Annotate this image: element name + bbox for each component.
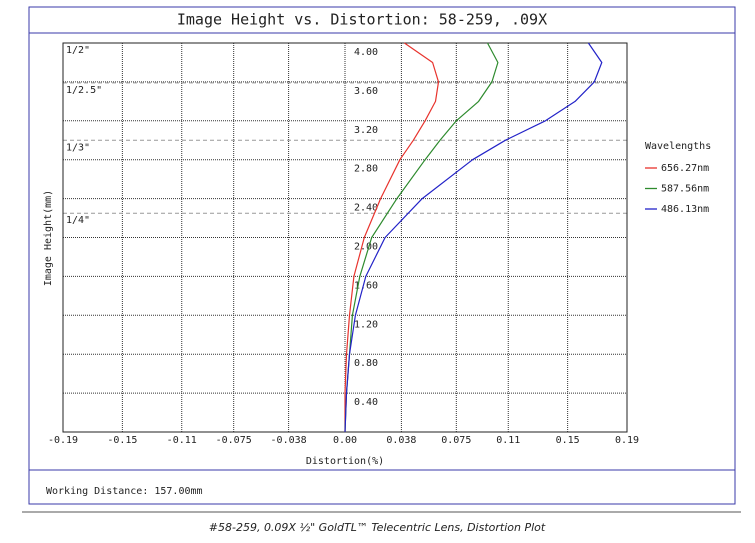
series-line: [344, 42, 440, 432]
sensor-label: 1/2": [66, 45, 90, 56]
x-tick-label: 0.11: [496, 435, 520, 446]
x-tick-label: 0.15: [556, 435, 580, 446]
y-tick-label: 0.40: [354, 397, 378, 408]
sensor-label: 1/2.5": [66, 85, 102, 96]
legend-label: 587.56nm: [661, 184, 709, 195]
y-tick-label: 3.20: [354, 125, 378, 136]
x-tick-label: 0.075: [441, 435, 471, 446]
y-tick-label: 2.40: [354, 203, 378, 214]
frame: [28, 6, 736, 505]
series-line: [344, 42, 603, 433]
x-tick-label: -0.11: [167, 435, 197, 446]
x-tick-label: 0.19: [615, 435, 639, 446]
y-tick-label: 4.00: [354, 47, 378, 58]
legend-title: Wavelengths: [645, 141, 711, 152]
sensor-label: 1/3": [66, 142, 90, 153]
x-tick-label: 0.00: [333, 435, 357, 446]
legend-label: 656.27nm: [661, 163, 709, 174]
y-tick-label: 1.20: [354, 319, 378, 330]
x-tick-label: -0.19: [48, 435, 78, 446]
sensor-label: 1/4": [66, 215, 90, 226]
y-tick-label: 3.60: [354, 86, 378, 97]
y-tick-label: 2.80: [354, 164, 378, 175]
chart-title: Image Height vs. Distortion: 58-259, .09…: [177, 11, 547, 29]
x-tick-label: -0.038: [271, 435, 307, 446]
y-tick-label: 2.00: [354, 242, 378, 253]
y-tick-label: 0.80: [354, 358, 378, 369]
y-tick-label: 1.60: [354, 280, 378, 291]
y-axis-label: Image Height(mm): [43, 190, 54, 286]
caption: #58-259, 0.09X ½" GoldTL™ Telecentric Le…: [209, 521, 546, 534]
footer-text: Working Distance: 157.00mm: [46, 486, 203, 497]
x-tick-label: -0.15: [107, 435, 137, 446]
legend-label: 486.13nm: [661, 204, 709, 215]
x-tick-label: 0.038: [386, 435, 416, 446]
x-tick-label: -0.075: [216, 435, 252, 446]
x-axis-label: Distortion(%): [306, 456, 384, 467]
